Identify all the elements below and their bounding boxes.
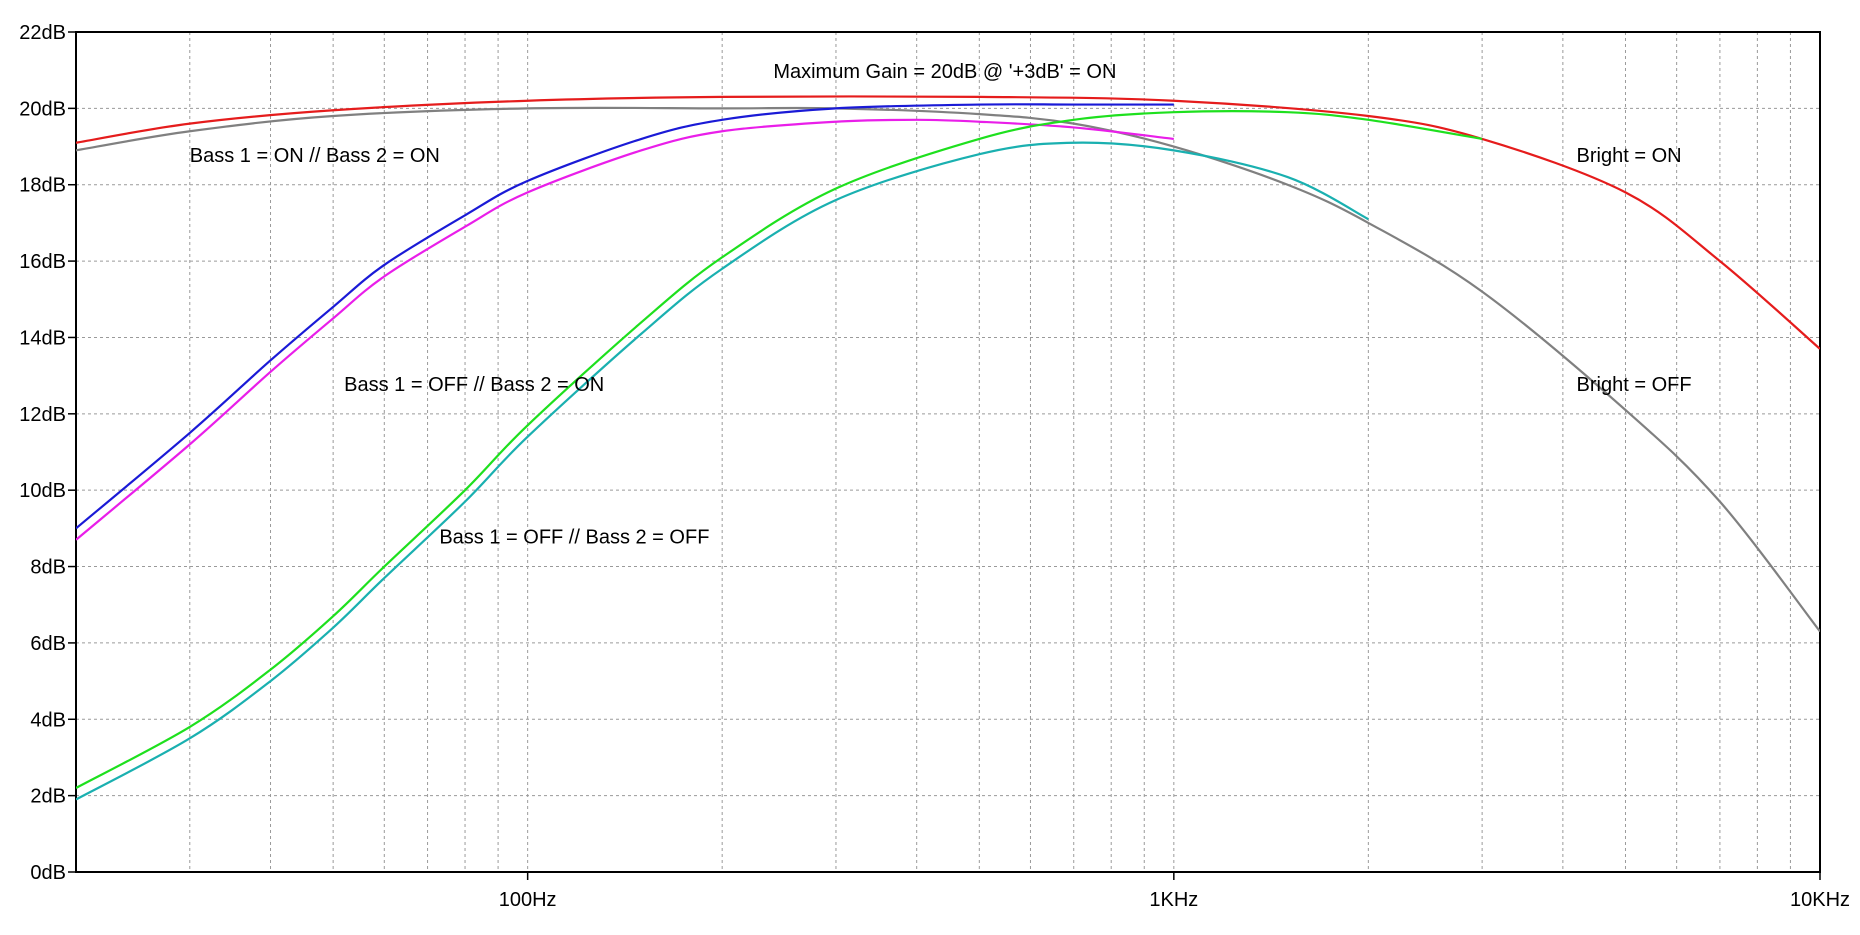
y-tick-label: 0dB [30,862,66,884]
y-tick-label: 2dB [30,786,66,808]
annotation-label: Bass 1 = OFF // Bass 2 = ON [344,374,604,396]
series-layer [76,95,1820,801]
y-tick-label: 10dB [19,480,66,502]
x-tick-label: 10KHz [1790,889,1850,911]
annotations: Maximum Gain = 20dB @ '+3dB' = ON Bass 1 … [190,61,1692,549]
annotation-label: Bright = ON [1577,145,1682,167]
annotation-label: Maximum Gain = 20dB @ '+3dB' = ON [773,61,1116,83]
x-tick-label: 100Hz [499,889,557,911]
y-tick-label: 6dB [30,633,66,655]
series-line-2 [76,103,1174,530]
series-line-4 [76,110,1483,789]
annotation-label: Bass 1 = OFF // Bass 2 = OFF [439,527,709,549]
y-tick-label: 12dB [19,404,66,426]
y-tick-label: 18dB [19,175,66,197]
y-tick-label: 4dB [30,709,66,731]
y-tick-label: 14dB [19,327,66,349]
axes: 0dB 2dB 4dB 6dB 8dB 10dB 12dB 14dB 16dB 18dB 20dB 2… [19,22,1850,911]
y-tick-label: 8dB [30,557,66,579]
series-line-5 [76,141,1369,801]
y-tick-label: 20dB [19,98,66,120]
series-line-3 [76,118,1174,541]
series-line-1 [76,106,1820,633]
series-line-0 [76,95,1820,350]
y-tick-label: 22dB [19,22,66,44]
x-tick-label: 1KHz [1149,889,1198,911]
y-tick-label: 16dB [19,251,66,273]
annotation-label: Bright = OFF [1577,374,1692,396]
plot-frame [75,31,1821,873]
annotation-label: Bass 1 = ON // Bass 2 = ON [190,145,440,167]
